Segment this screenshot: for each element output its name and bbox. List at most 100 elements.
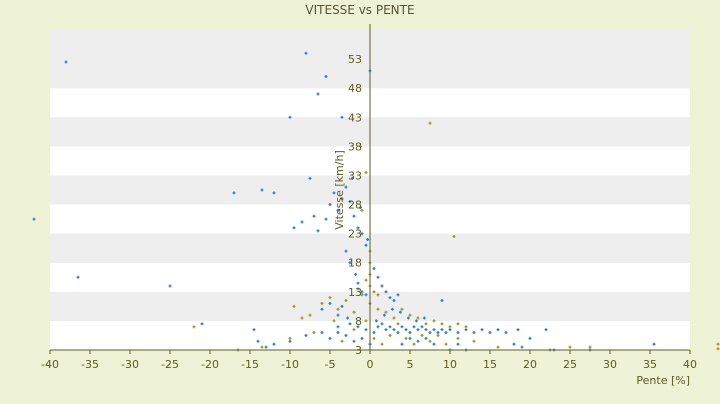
data-point — [232, 191, 236, 195]
data-point — [456, 322, 460, 326]
data-point — [404, 328, 408, 332]
data-point — [400, 325, 404, 329]
x-tick-label: 30 — [603, 358, 617, 371]
data-point — [392, 299, 396, 303]
y-tick-label: 38 — [348, 140, 362, 153]
data-point — [588, 345, 592, 349]
data-point — [568, 345, 572, 349]
x-tick-label: -10 — [281, 358, 299, 371]
data-point — [382, 313, 386, 317]
data-point — [288, 115, 292, 119]
data-point — [652, 342, 656, 346]
data-point — [328, 336, 332, 340]
x-tick-label: -35 — [81, 358, 99, 371]
data-point — [456, 342, 460, 346]
data-point — [300, 316, 304, 320]
data-point — [376, 275, 380, 279]
data-point — [288, 336, 292, 340]
data-point — [264, 345, 268, 349]
data-point — [380, 322, 384, 326]
data-point — [356, 226, 360, 230]
y-tick-label: 33 — [348, 169, 362, 182]
data-point — [356, 287, 360, 291]
x-tick-label: 5 — [407, 358, 414, 371]
x-tick-label: -5 — [325, 358, 336, 371]
data-point — [396, 293, 400, 297]
x-tick-label: 40 — [683, 358, 697, 371]
data-point — [372, 336, 376, 340]
data-point — [436, 333, 440, 337]
data-point — [424, 336, 428, 340]
data-point — [420, 325, 424, 329]
data-point — [336, 331, 340, 335]
data-point — [422, 316, 426, 320]
data-point — [320, 331, 324, 335]
data-point — [364, 328, 368, 332]
data-point — [192, 325, 196, 329]
x-axis-label: Pente [%] — [636, 374, 690, 387]
data-point — [412, 325, 416, 329]
data-point — [336, 208, 340, 212]
data-point — [360, 208, 364, 212]
data-point — [408, 331, 412, 335]
data-point — [360, 232, 364, 236]
data-point — [396, 322, 400, 326]
data-point — [376, 307, 380, 311]
data-point — [358, 144, 362, 148]
data-point — [252, 328, 256, 332]
data-point — [444, 342, 448, 346]
data-point — [200, 322, 204, 326]
data-point — [428, 331, 432, 335]
data-point — [336, 307, 340, 311]
data-point — [366, 237, 370, 241]
y-tick-label: 28 — [348, 199, 362, 212]
data-point — [448, 325, 452, 329]
data-point — [472, 339, 476, 343]
data-point — [340, 115, 344, 119]
data-point — [328, 203, 332, 207]
data-point — [352, 339, 356, 343]
data-point — [312, 214, 316, 218]
data-point — [384, 310, 388, 314]
data-point — [520, 345, 524, 349]
data-point — [388, 333, 392, 337]
data-point — [32, 217, 36, 221]
data-point — [356, 281, 360, 285]
data-point — [316, 92, 320, 96]
data-point — [390, 307, 394, 311]
data-point — [420, 333, 424, 337]
data-point — [372, 290, 376, 294]
data-point — [400, 307, 404, 311]
data-point — [328, 296, 332, 300]
data-point — [512, 342, 516, 346]
data-point — [404, 336, 408, 340]
data-point — [272, 191, 276, 195]
x-tick-label: 0 — [367, 358, 374, 371]
x-tick-label: -25 — [161, 358, 179, 371]
data-point — [716, 347, 720, 351]
data-point — [308, 176, 312, 180]
data-point — [348, 322, 352, 326]
data-point — [346, 316, 350, 320]
data-point — [456, 331, 460, 335]
data-point — [360, 290, 364, 294]
data-point — [364, 278, 368, 282]
data-point — [384, 328, 388, 332]
data-point — [312, 331, 316, 335]
data-point — [356, 325, 360, 329]
data-point — [260, 188, 264, 192]
data-point — [396, 331, 400, 335]
data-point — [408, 336, 412, 340]
data-point — [436, 331, 440, 335]
data-point — [444, 331, 448, 335]
data-point — [406, 316, 410, 320]
data-point — [340, 304, 344, 308]
data-point — [392, 328, 396, 332]
data-point — [364, 293, 368, 297]
data-point — [400, 342, 404, 346]
data-point — [488, 331, 492, 335]
data-point — [340, 197, 344, 201]
data-point — [440, 299, 444, 303]
data-point — [344, 299, 348, 303]
